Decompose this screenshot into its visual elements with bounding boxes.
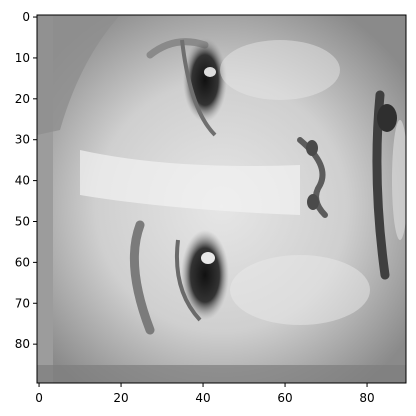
x-tick-label: 20 [113,391,128,405]
y-axis: 0 10 20 30 40 50 60 70 80 [15,10,37,351]
x-tick-label: 60 [277,391,292,405]
face-image [37,15,406,383]
y-tick-label: 50 [15,214,30,228]
x-axis: 0 20 40 60 80 [35,383,375,405]
y-tick-label: 40 [15,174,30,188]
x-tick-label: 40 [195,391,210,405]
x-tick-label: 0 [35,391,43,405]
y-tick-label: 10 [15,51,30,65]
y-tick-label: 70 [15,296,30,310]
axes-frame [36,14,407,384]
y-tick-label: 80 [15,337,30,351]
y-tick-label: 20 [15,92,30,106]
y-tick-label: 60 [15,255,30,269]
y-tick-label: 0 [22,10,30,24]
x-tick-label: 80 [359,391,374,405]
y-tick-label: 30 [15,133,30,147]
